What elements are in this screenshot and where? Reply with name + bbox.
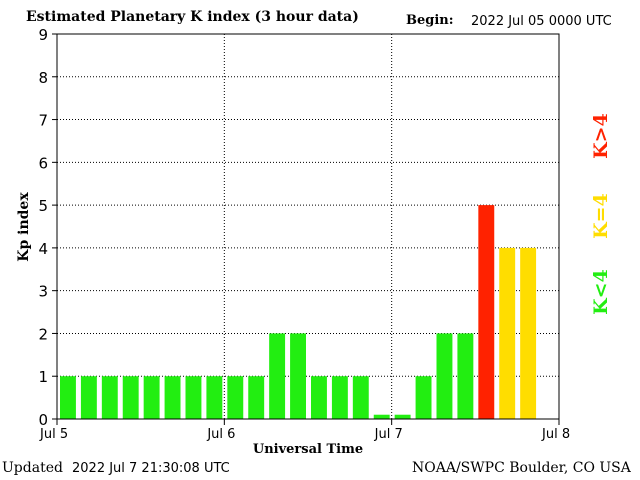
kp-bar xyxy=(164,376,181,419)
kp-bar xyxy=(331,376,348,419)
bars xyxy=(60,205,537,419)
credit: NOAA/SWPC Boulder, CO USA xyxy=(412,460,631,476)
kp-bar xyxy=(394,414,411,419)
x-tick-label: Jul 6 xyxy=(206,427,235,442)
kp-bar xyxy=(101,376,118,419)
kp-bar xyxy=(60,376,76,419)
y-axis-label: Kp index xyxy=(16,192,32,262)
y-ticks: 0 1 2 3 4 5 6 7 8 9 xyxy=(38,26,57,429)
y-tick-label: 3 xyxy=(38,283,48,301)
kp-bar xyxy=(478,205,495,419)
kp-bar xyxy=(227,376,244,419)
plot-frame xyxy=(56,33,560,420)
legend-mid: K=4 xyxy=(590,193,612,239)
kp-bar xyxy=(352,376,369,419)
kp-bar xyxy=(269,333,286,419)
legend-high: K>4 xyxy=(590,113,612,159)
kp-bar xyxy=(499,247,516,419)
updated-label: Updated xyxy=(2,460,63,476)
y-tick-label: 8 xyxy=(38,69,48,87)
kp-bar xyxy=(185,376,202,419)
kp-bar xyxy=(122,376,139,419)
kp-bar xyxy=(436,333,453,419)
x-ticks: Jul 5 Jul 6 Jul 7 Jul 8 xyxy=(39,419,570,442)
y-tick-label: 6 xyxy=(38,154,48,172)
y-tick-label: 5 xyxy=(38,197,48,215)
kp-bar xyxy=(457,333,474,419)
begin-label: Begin: xyxy=(406,13,454,28)
x-axis-label: Universal Time xyxy=(253,442,363,457)
grid xyxy=(57,34,559,419)
x-tick-label: Jul 7 xyxy=(374,427,403,442)
kp-bar xyxy=(415,376,432,419)
kp-bar xyxy=(290,333,306,419)
x-tick-label: Jul 5 xyxy=(39,427,68,442)
y-tick-label: 2 xyxy=(38,325,48,343)
chart-title: Estimated Planetary K index (3 hour data… xyxy=(26,9,359,25)
begin-value: 2022 Jul 05 0000 UTC xyxy=(471,14,612,29)
kp-bar xyxy=(248,376,265,419)
kp-bar xyxy=(206,376,223,419)
kp-bar xyxy=(373,414,390,419)
kp-bar xyxy=(520,247,537,419)
y-tick-label: 7 xyxy=(38,112,48,130)
kp-bar xyxy=(80,376,97,419)
kp-bar xyxy=(311,376,327,419)
y-tick-label: 0 xyxy=(38,411,48,429)
y-tick-label: 1 xyxy=(38,368,48,386)
kp-bar xyxy=(143,376,160,419)
x-tick-label: Jul 8 xyxy=(541,427,570,442)
y-tick-label: 4 xyxy=(38,240,48,258)
updated-value: 2022 Jul 7 21:30:08 UTC xyxy=(72,461,230,476)
y-tick-label: 9 xyxy=(38,26,48,44)
legend-low: K<4 xyxy=(590,269,612,315)
